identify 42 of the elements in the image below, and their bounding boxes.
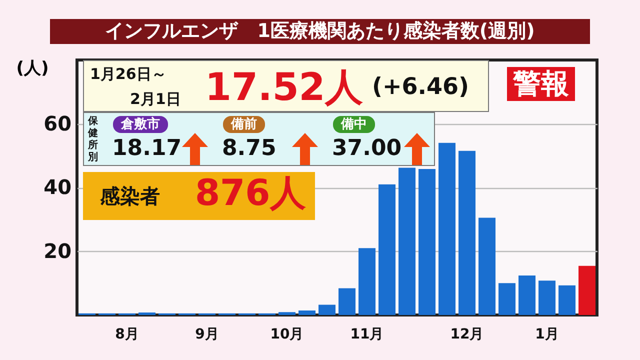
y-axis-title: (人) xyxy=(16,58,49,78)
annotation: 876人 xyxy=(195,173,306,214)
annotation: 感染者 xyxy=(100,184,160,208)
x-tick-label: 8月 xyxy=(115,326,139,342)
bar xyxy=(418,169,436,315)
chart-title: インフルエンザ 1医療機関あたり感染者数(週別) xyxy=(50,19,590,44)
x-tick-label: 1月 xyxy=(535,326,559,342)
bar xyxy=(318,304,336,315)
annotation: 備中 xyxy=(333,116,375,133)
x-tick-label: 9月 xyxy=(195,326,219,342)
annotation: 18.17 xyxy=(112,136,182,161)
y-tick-label: 20 xyxy=(44,238,72,263)
bar xyxy=(298,310,316,315)
x-tick-label: 10月 xyxy=(270,326,304,342)
bar xyxy=(498,283,516,315)
annotation: 備前 xyxy=(223,116,265,133)
bar xyxy=(458,150,476,315)
annotation: 2月1日 xyxy=(130,90,181,108)
bar xyxy=(398,168,416,315)
annotation: 警報 xyxy=(507,67,575,101)
y-tick-label: 60 xyxy=(44,111,72,136)
bar xyxy=(558,285,576,315)
annotation: 1月26日～ xyxy=(90,65,166,83)
bar xyxy=(278,312,296,315)
bar xyxy=(518,275,536,315)
y-tick-label: 40 xyxy=(44,175,72,199)
annotation: 37.00 xyxy=(332,136,402,161)
annotation: 倉敷市 xyxy=(113,116,168,133)
bar xyxy=(138,312,156,315)
annotation: 17.52人 xyxy=(205,65,364,109)
bar xyxy=(358,248,376,315)
annotation: (+6.46) xyxy=(372,74,470,100)
bar xyxy=(378,184,396,315)
annotation: 保健所別 xyxy=(88,116,99,164)
bar xyxy=(438,142,456,315)
bar xyxy=(338,288,356,315)
bar xyxy=(538,280,556,315)
bar xyxy=(478,218,496,315)
x-tick-label: 12月 xyxy=(450,326,484,342)
x-tick-label: 11月 xyxy=(350,326,384,342)
annotation: 8.75 xyxy=(222,136,276,161)
bar xyxy=(578,266,596,315)
